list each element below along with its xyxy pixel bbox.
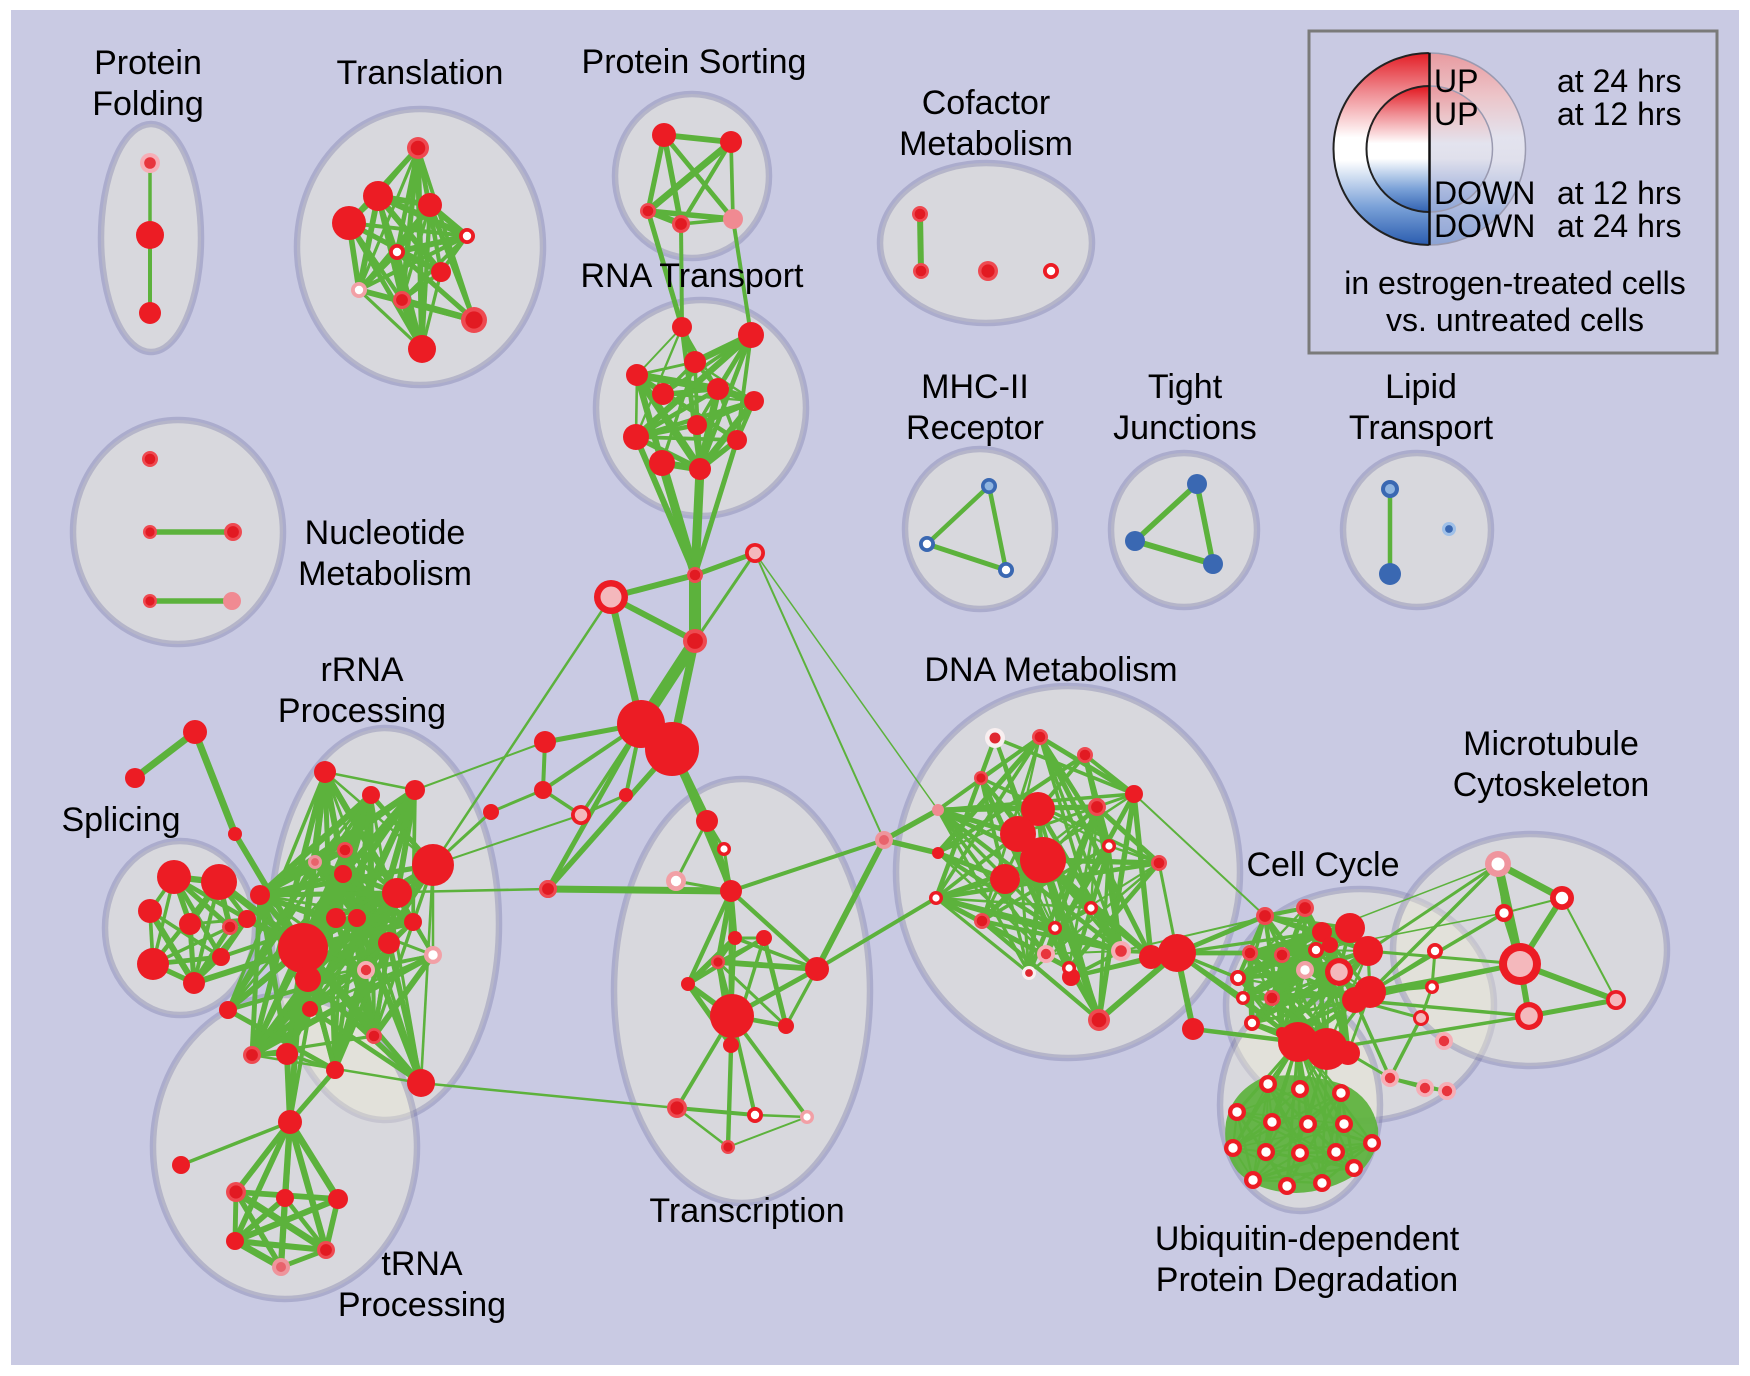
svg-text:Protein Sorting: Protein Sorting — [582, 43, 807, 81]
svg-text:Folding: Folding — [92, 85, 204, 123]
svg-text:Tight: Tight — [1148, 368, 1223, 406]
svg-text:Cytoskeleton: Cytoskeleton — [1453, 766, 1650, 804]
svg-text:Processing: Processing — [278, 692, 446, 730]
svg-text:rRNA: rRNA — [320, 651, 403, 689]
svg-text:Protein: Protein — [94, 44, 202, 82]
svg-text:Nucleotide: Nucleotide — [305, 514, 466, 552]
svg-text:tRNA: tRNA — [381, 1245, 463, 1283]
svg-text:Receptor: Receptor — [906, 409, 1044, 447]
svg-text:DOWN: DOWN — [1434, 175, 1535, 211]
svg-text:in estrogen-treated cells: in estrogen-treated cells — [1344, 265, 1686, 301]
svg-text:at 24 hrs: at 24 hrs — [1557, 208, 1682, 244]
svg-text:UP: UP — [1434, 63, 1478, 99]
svg-text:Transport: Transport — [1349, 409, 1494, 447]
svg-text:Microtubule: Microtubule — [1463, 725, 1639, 763]
svg-text:Lipid: Lipid — [1385, 368, 1457, 406]
svg-text:Metabolism: Metabolism — [298, 555, 472, 593]
svg-text:at 24 hrs: at 24 hrs — [1557, 63, 1682, 99]
svg-text:Translation: Translation — [337, 54, 504, 92]
svg-text:vs. untreated cells: vs. untreated cells — [1386, 302, 1644, 338]
svg-text:DNA Metabolism: DNA Metabolism — [924, 651, 1177, 689]
svg-text:Processing: Processing — [338, 1286, 506, 1324]
svg-text:at 12 hrs: at 12 hrs — [1557, 175, 1682, 211]
svg-text:RNA Transport: RNA Transport — [581, 257, 805, 295]
svg-text:MHC-II: MHC-II — [921, 368, 1029, 406]
svg-text:Metabolism: Metabolism — [899, 125, 1073, 163]
svg-text:UP: UP — [1434, 96, 1478, 132]
svg-text:Junctions: Junctions — [1113, 409, 1257, 447]
svg-text:Cell Cycle: Cell Cycle — [1246, 846, 1399, 884]
svg-text:Protein Degradation: Protein Degradation — [1156, 1261, 1458, 1299]
svg-text:Transcription: Transcription — [649, 1192, 844, 1230]
svg-text:DOWN: DOWN — [1434, 208, 1535, 244]
svg-text:Cofactor: Cofactor — [922, 84, 1051, 122]
svg-text:Ubiquitin-dependent: Ubiquitin-dependent — [1155, 1220, 1460, 1258]
svg-text:Splicing: Splicing — [61, 801, 180, 839]
svg-text:at 12 hrs: at 12 hrs — [1557, 96, 1682, 132]
